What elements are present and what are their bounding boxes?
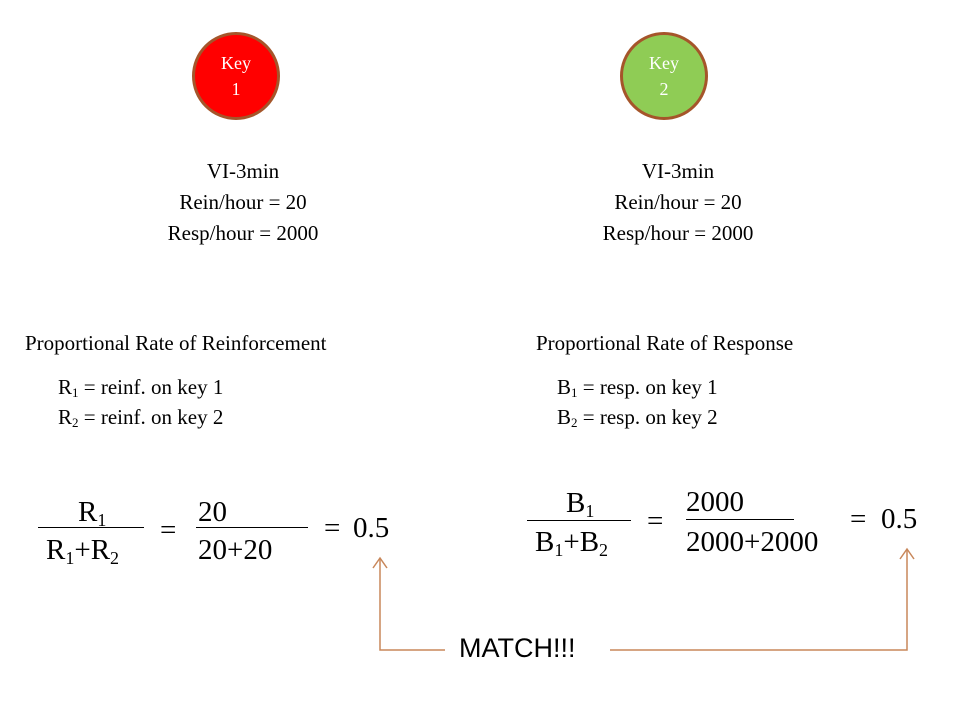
- definition-b1: B1 = resp. on key 1: [557, 372, 718, 408]
- key-1-schedule: VI-3min Rein/hour = 20 Resp/hour = 2000: [93, 156, 393, 249]
- def-symbol: R: [58, 375, 73, 399]
- key-1-number: 1: [231, 79, 241, 99]
- def-symbol: R: [58, 405, 73, 429]
- def-subscript: 2: [571, 415, 578, 430]
- right-value-denominator: 2000+2000: [686, 526, 819, 558]
- key-1-circle: Key 1: [192, 32, 280, 120]
- key-2-circle: Key 2: [620, 32, 708, 120]
- plus-sign: +: [563, 526, 580, 558]
- right-connector-line: [610, 549, 908, 651]
- symbol: R: [46, 534, 66, 566]
- right-result: 0.5: [881, 503, 918, 535]
- response-heading: Proportional Rate of Response: [536, 331, 794, 355]
- right-arrowhead: [899, 547, 915, 560]
- symbol: B: [535, 526, 555, 558]
- right-fraction-bar: [527, 520, 631, 521]
- subscript: 2: [599, 540, 609, 560]
- reinforcement-rate: Rein/hour = 20: [614, 190, 742, 214]
- subscript: 1: [65, 548, 75, 568]
- key-2-number: 2: [659, 79, 669, 99]
- definition-r2: R2 = reinf. on key 2: [58, 402, 223, 438]
- symbol: B: [566, 487, 586, 519]
- plus-sign: +: [74, 534, 91, 566]
- right-fraction-numerator: B1: [566, 487, 594, 522]
- def-text: = reinf. on key 1: [78, 375, 224, 399]
- left-value-bar: [196, 527, 308, 528]
- definition-r1: R1 = reinf. on key 1: [58, 372, 223, 408]
- match-label: MATCH!!!: [459, 633, 576, 663]
- left-result: 0.5: [353, 512, 390, 544]
- symbol: B: [579, 526, 600, 558]
- def-symbol: B: [557, 405, 572, 429]
- schedule-type: VI-3min: [641, 159, 715, 183]
- def-text: = resp. on key 1: [577, 375, 718, 399]
- left-result-equals: =: [324, 512, 341, 544]
- right-result-equals: =: [850, 503, 867, 535]
- key-2-label: Key: [649, 53, 679, 73]
- reinforcement-heading: Proportional Rate of Reinforcement: [25, 331, 327, 355]
- definition-b2: B2 = resp. on key 2: [557, 402, 718, 438]
- response-rate: Resp/hour = 2000: [602, 221, 754, 245]
- right-value-bar: [686, 519, 794, 520]
- symbol: R: [78, 496, 98, 528]
- left-value-denominator: 20+20: [198, 534, 273, 566]
- subscript: 1: [585, 501, 595, 521]
- def-text: = resp. on key 2: [577, 405, 718, 429]
- left-arrowhead: [372, 556, 388, 569]
- left-fraction-bar: [38, 527, 144, 528]
- reinforcement-rate: Rein/hour = 20: [179, 190, 307, 214]
- left-equals: =: [160, 514, 177, 546]
- response-rate: Resp/hour = 2000: [167, 221, 319, 245]
- symbol: R: [90, 534, 111, 566]
- subscript: 1: [554, 540, 564, 560]
- left-connector-line: [379, 558, 445, 651]
- left-fraction-numerator: R1: [78, 496, 106, 531]
- def-subscript: 2: [72, 415, 79, 430]
- key-1-label: Key: [221, 53, 251, 73]
- key-2-schedule: VI-3min Rein/hour = 20 Resp/hour = 2000: [528, 156, 828, 249]
- right-value-numerator: 2000: [686, 486, 744, 518]
- def-text: = reinf. on key 2: [78, 405, 224, 429]
- left-value-numerator: 20: [198, 496, 227, 528]
- right-equals: =: [647, 505, 664, 537]
- subscript: 2: [110, 548, 120, 568]
- schedule-type: VI-3min: [206, 159, 280, 183]
- left-fraction-denominator: R1+R2: [46, 534, 119, 569]
- subscript: 1: [97, 510, 107, 530]
- def-subscript: 1: [571, 385, 578, 400]
- def-symbol: B: [557, 375, 572, 399]
- right-fraction-denominator: B1+B2: [535, 526, 608, 561]
- def-subscript: 1: [72, 385, 79, 400]
